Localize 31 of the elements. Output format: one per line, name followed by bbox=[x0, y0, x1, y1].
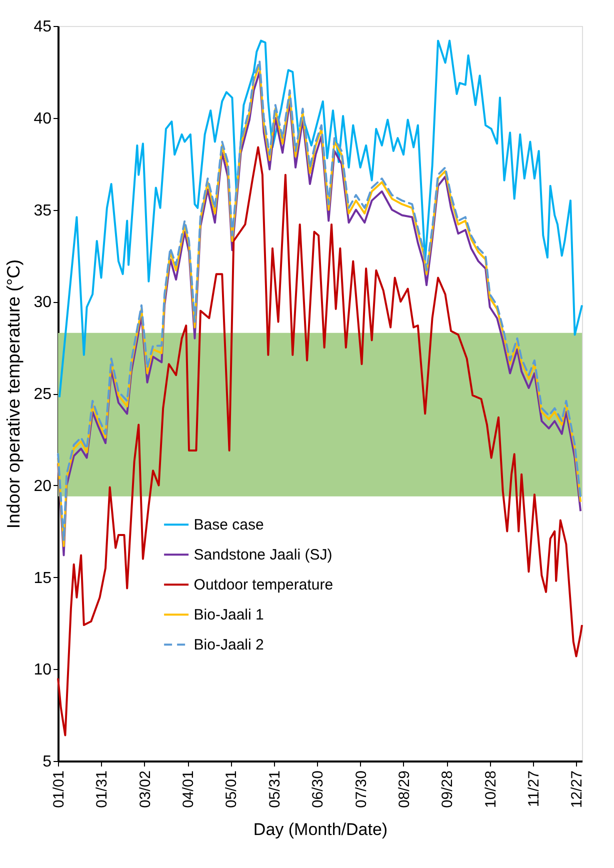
y-axis-title: Indoor operative temperature (°C) bbox=[4, 259, 24, 529]
y-tick-label: 25 bbox=[34, 386, 52, 403]
legend-label: Bio-Jaali 2 bbox=[194, 636, 264, 654]
legend-label: Sandstone Jaali (SJ) bbox=[194, 546, 332, 564]
x-tick-label: 10/28 bbox=[482, 770, 500, 808]
x-tick-label: 01/01 bbox=[50, 770, 68, 808]
x-tick-label: 07/30 bbox=[352, 770, 370, 808]
x-tick-label: 06/30 bbox=[310, 770, 327, 808]
y-tick-label: 30 bbox=[34, 294, 52, 312]
x-tick-label: 09/28 bbox=[439, 770, 456, 808]
y-tick-label: 20 bbox=[34, 478, 52, 495]
line-series bbox=[58, 40, 583, 398]
y-tick-label: 15 bbox=[34, 570, 52, 587]
y-tick-label: 5 bbox=[42, 754, 52, 770]
x-axis-title: Day (Month/Date) bbox=[253, 820, 388, 840]
y-tick-label: 35 bbox=[34, 202, 52, 220]
legend-label: Bio-Jaali 1 bbox=[194, 606, 264, 624]
x-tick-label: 08/29 bbox=[396, 770, 413, 808]
y-tick-label: 45 bbox=[34, 18, 52, 36]
line-series bbox=[57, 146, 583, 736]
y-tick-label: 40 bbox=[34, 110, 52, 128]
legend-label: Base case bbox=[194, 516, 264, 534]
x-tick-label: 05/01 bbox=[223, 770, 240, 808]
y-tick-label: 10 bbox=[34, 662, 52, 679]
legend-label: Outdoor temperature bbox=[194, 576, 334, 594]
x-tick-label: 04/01 bbox=[180, 770, 198, 808]
x-tick-label: 01/31 bbox=[94, 770, 111, 808]
x-tick-label: 03/02 bbox=[136, 770, 154, 808]
x-tick-label: 05/31 bbox=[266, 770, 284, 808]
x-tick-label: 11/27 bbox=[526, 770, 543, 807]
x-tick-label: 12/27 bbox=[568, 770, 586, 808]
